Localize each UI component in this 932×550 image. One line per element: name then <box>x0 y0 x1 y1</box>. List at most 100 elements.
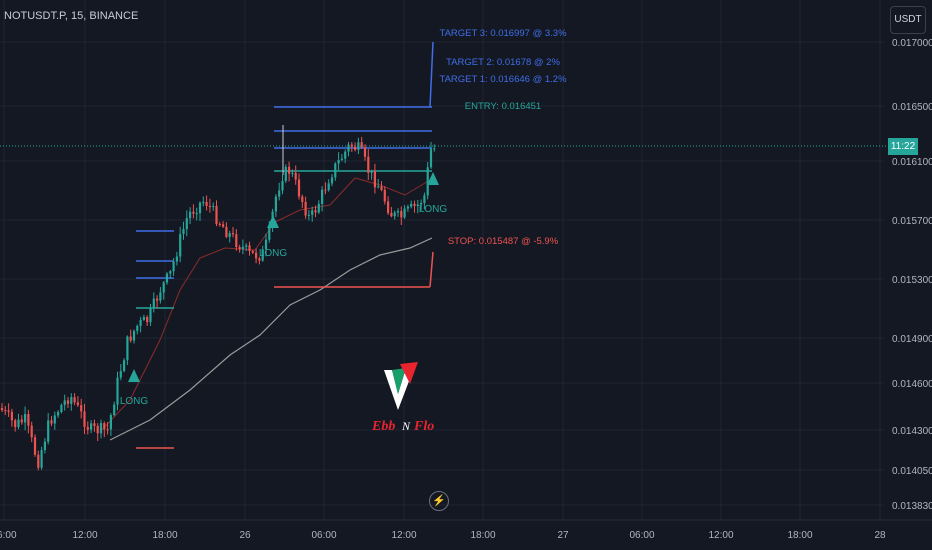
candle-body <box>83 411 86 427</box>
candle-body <box>367 156 370 173</box>
candle-body <box>20 419 23 423</box>
candle-body <box>426 167 429 196</box>
candle-body <box>76 402 79 406</box>
candle-body <box>212 206 215 208</box>
candle-body <box>129 336 132 341</box>
candle-body <box>235 234 238 248</box>
candle-body <box>57 412 60 416</box>
long-signal-label: LONG <box>120 396 149 407</box>
y-tick-label: 0.014900 <box>892 334 932 345</box>
candle-body <box>245 245 248 247</box>
candle-body <box>433 148 436 150</box>
candle-body <box>43 441 46 451</box>
candle-body <box>278 190 281 197</box>
candle-body <box>189 211 192 219</box>
candle-body <box>195 213 198 215</box>
candle-body <box>132 330 136 341</box>
candle-body <box>106 429 109 431</box>
candle-body <box>264 239 268 250</box>
candle-body <box>390 212 393 217</box>
candle-body <box>334 163 337 178</box>
candle-body <box>228 233 231 237</box>
long-signal-arrow <box>128 369 140 382</box>
candle-body <box>50 420 53 424</box>
candle-body <box>337 159 340 164</box>
candle-body <box>113 404 116 416</box>
candle-body <box>281 180 284 191</box>
candle-body <box>357 142 360 150</box>
x-tick-label: 18:00 <box>787 530 812 541</box>
candle-body <box>202 201 205 203</box>
candle-body <box>70 397 73 404</box>
candle-body <box>255 252 258 259</box>
target3-annotation: TARGET 3: 0.016997 @ 3.3% <box>439 28 567 39</box>
candle-body <box>363 147 367 157</box>
candle-body <box>33 437 37 455</box>
candle-body <box>416 204 419 206</box>
y-tick-label: 0.016100 <box>892 157 932 168</box>
x-tick-label: 12:00 <box>72 530 97 541</box>
candle-body <box>288 166 291 174</box>
candle-body <box>53 415 56 424</box>
candle-body <box>301 196 304 202</box>
candle-body <box>274 196 277 212</box>
candle-body <box>297 179 301 197</box>
candle-body <box>142 316 145 320</box>
y-tick-label: 0.014600 <box>892 379 932 390</box>
candle-body <box>423 195 426 203</box>
y-tick-label: 0.014050 <box>892 466 932 477</box>
candle-body <box>119 371 122 378</box>
candle-body <box>208 205 211 207</box>
candle-body <box>14 420 17 428</box>
candle-body <box>73 397 76 403</box>
candle-body <box>80 405 83 412</box>
candle-body <box>172 261 175 272</box>
candle-body <box>248 245 251 252</box>
candle-body <box>370 170 373 173</box>
candle-body <box>152 298 155 309</box>
candle-body <box>350 144 353 147</box>
candle-body <box>109 415 112 430</box>
y-tick-label: 0.016500 <box>892 102 932 113</box>
candle-body <box>165 273 169 283</box>
candle-body <box>222 224 225 227</box>
candle-body <box>238 247 241 250</box>
candle-body <box>231 233 235 235</box>
candle-body <box>330 177 334 184</box>
svg-text:N: N <box>401 419 411 433</box>
slow-moving-average <box>109 237 433 441</box>
candle-body <box>215 206 218 225</box>
x-tick-label: 18:00 <box>470 530 495 541</box>
candle-body <box>317 203 320 213</box>
candle-body <box>192 211 195 214</box>
y-tick-label: 0.014300 <box>892 426 932 437</box>
x-tick-label: 27 <box>557 530 569 541</box>
x-tick-label: 18:00 <box>152 530 177 541</box>
candle-body <box>268 225 271 240</box>
currency-button[interactable]: USDT <box>890 6 926 34</box>
lightning-icon[interactable]: ⚡ <box>429 491 449 511</box>
candle-body <box>30 425 33 438</box>
candle-body <box>136 325 139 331</box>
candle-body <box>324 189 327 191</box>
candle-body <box>156 298 159 301</box>
candle-body <box>37 454 40 468</box>
candle-body <box>258 258 261 261</box>
candle-body <box>311 210 314 215</box>
ebb-n-flo-logo: Ebb N Flo <box>370 358 440 438</box>
candle-body <box>396 211 400 213</box>
candle-body <box>175 256 178 262</box>
candle-body <box>321 189 324 204</box>
candle-body <box>10 411 13 421</box>
long-signal-label: LONG <box>419 204 448 215</box>
y-tick-label: 0.013830 <box>892 501 932 512</box>
candle-body <box>179 234 182 257</box>
x-tick-label: 06:00 <box>0 530 17 541</box>
ticker-label: NOTUSDT.P, 15, BINANCE <box>4 10 139 22</box>
candle-body <box>241 246 244 250</box>
candle-body <box>410 203 413 207</box>
candle-body <box>159 292 162 301</box>
candle-body <box>387 201 390 213</box>
candle-body <box>4 410 7 412</box>
